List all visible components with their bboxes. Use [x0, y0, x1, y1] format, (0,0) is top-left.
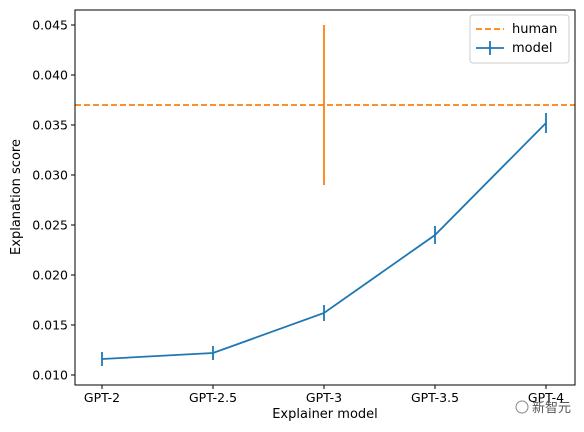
y-axis-ticks: 0.010 0.015 0.020 0.025 0.030 0.035 0.040 0.045	[32, 18, 75, 383]
y-tick-label: 0.035	[32, 118, 68, 133]
x-tick-label: GPT-3.5	[411, 390, 459, 405]
x-tick-label: GPT-2.5	[189, 390, 237, 405]
x-tick-label: GPT-4	[528, 390, 564, 405]
x-axis-ticks: GPT-2 GPT-2.5 GPT-3 GPT-3.5 GPT-4	[84, 385, 564, 405]
legend: human model	[469, 14, 570, 64]
y-tick-label: 0.040	[32, 68, 68, 83]
x-axis-label: Explainer model	[272, 407, 378, 422]
legend-human-label: human	[512, 22, 557, 37]
y-tick-label: 0.030	[32, 168, 68, 183]
plot-area	[75, 25, 575, 366]
legend-model-label: model	[512, 41, 552, 56]
y-tick-label: 0.015	[32, 318, 68, 333]
x-tick-label: GPT-2	[84, 390, 120, 405]
watermark: 新智元	[515, 400, 571, 416]
plot-frame	[74, 9, 576, 386]
y-tick-label: 0.010	[32, 368, 68, 383]
y-axis-label: Explanation score	[9, 139, 24, 255]
y-tick-label: 0.020	[32, 268, 68, 283]
watermark-icon	[515, 400, 529, 414]
x-tick-label: GPT-3	[306, 390, 342, 405]
watermark-text: 新智元	[532, 400, 571, 416]
legend-box	[469, 14, 570, 64]
y-tick-label: 0.045	[32, 18, 68, 33]
y-tick-label: 0.025	[32, 218, 68, 233]
